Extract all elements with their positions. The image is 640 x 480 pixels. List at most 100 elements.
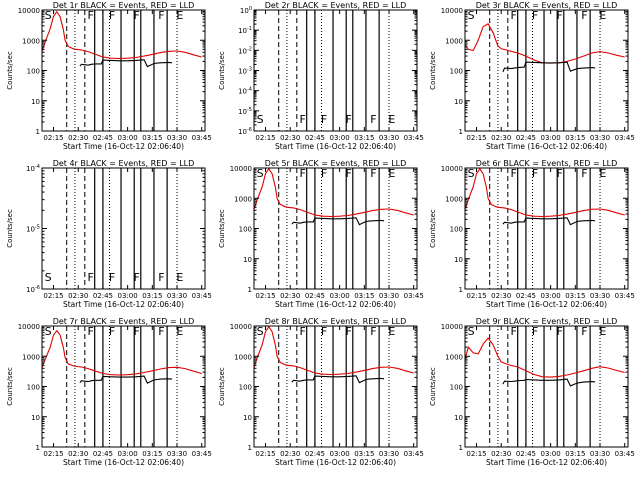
- y-tick-label: 10: [31, 98, 40, 106]
- x-axis-label: Start Time (16-Oct-12 02:06:40): [275, 142, 396, 151]
- events-series-line: [79, 375, 173, 384]
- event-lines: [489, 10, 601, 131]
- segment-marker-label: F: [557, 325, 563, 338]
- segment-marker-label: S: [257, 325, 264, 338]
- panel-6: S F F F F E02:15 02:30 02:45 03:00 03:15 03:30 03:4…: [429, 159, 635, 309]
- segment-marker-label: F: [109, 325, 115, 338]
- y-axis-label: Counts/sec: [429, 367, 437, 406]
- x-tick-label: 02:45: [305, 292, 325, 300]
- y-axis-label: Counts/sec: [218, 209, 226, 248]
- segment-marker-label: S: [45, 9, 52, 22]
- x-tick-label: 03:00: [541, 450, 561, 458]
- segment-marker-label: F: [346, 325, 352, 338]
- lld-series-line: [465, 168, 625, 218]
- x-tick-label: 03:30: [590, 292, 610, 300]
- x-tick-label: 03:30: [590, 134, 610, 142]
- x-tick-label: 02:30: [280, 292, 300, 300]
- panel-3: S F F F F E02:15 02:30 02:45 03:00 03:15 03:30 03:4…: [429, 1, 635, 151]
- y-tick-exponent: -5: [35, 225, 40, 231]
- segment-marker-label: F: [158, 271, 164, 284]
- x-tick-label: 03:15: [142, 292, 162, 300]
- segment-marker-label: F: [321, 325, 327, 338]
- panel-title: Det 6r BLACK = Events, RED = LLD: [476, 159, 618, 168]
- x-tick-label: 02:15: [43, 292, 63, 300]
- y-tick-label: 10: [454, 98, 463, 106]
- panel-2: S F F F F E02:15 02:30 02:45 03:00 03:15 03:30 03:4…: [218, 1, 424, 151]
- segment-marker-label: F: [370, 167, 376, 180]
- y-tick-label: 100: [27, 384, 40, 392]
- panel-4: S F F F F E02:15 02:30 02:45 03:00 03:15 03:30 03:4…: [6, 159, 212, 309]
- x-axis-label: Start Time (16-Oct-12 02:06:40): [63, 300, 184, 309]
- event-lines: [489, 168, 601, 289]
- x-axis-label: Start Time (16-Oct-12 02:06:40): [275, 458, 396, 467]
- segment-marker-label: F: [557, 9, 563, 22]
- y-tick-exponent: -4: [247, 87, 252, 93]
- events-series-line: [502, 61, 596, 73]
- y-tick-label: 10-6: [238, 127, 252, 136]
- lld-series-line: [465, 23, 625, 64]
- panel-title: Det 3r BLACK = Events, RED = LLD: [476, 1, 618, 10]
- y-tick-label: 100: [450, 226, 463, 234]
- x-axis-label: Start Time (16-Oct-12 02:06:40): [486, 458, 607, 467]
- x-tick-label: 03:15: [354, 450, 374, 458]
- segment-marker-label: S: [45, 271, 52, 284]
- y-tick-exponent: -2: [247, 46, 252, 52]
- y-tick-label: 10-5: [26, 225, 40, 234]
- y-tick-label: 10-6: [26, 285, 40, 294]
- segment-marker-label: F: [581, 9, 587, 22]
- y-tick-label: 100: [239, 384, 252, 392]
- x-tick-label: 03:00: [541, 292, 561, 300]
- y-tick-label: 10000: [18, 323, 40, 331]
- segment-marker-label: F: [299, 113, 305, 126]
- event-lines: [278, 168, 390, 289]
- y-tick-label: 1000: [234, 353, 252, 361]
- x-tick-label: 02:15: [255, 292, 275, 300]
- y-tick-label: 10: [454, 414, 463, 422]
- y-tick-label: 10000: [441, 323, 463, 331]
- y-tick-label: 1000: [445, 353, 463, 361]
- y-tick-label: 100: [239, 226, 252, 234]
- segment-marker-label: E: [599, 9, 606, 22]
- x-tick-label: 03:45: [404, 450, 424, 458]
- segment-marker-label: E: [388, 167, 395, 180]
- y-axis-label: Counts/sec: [6, 209, 14, 248]
- x-tick-label: 03:15: [565, 134, 585, 142]
- events-series-line: [291, 217, 385, 226]
- y-tick-label: 100: [450, 68, 463, 76]
- segment-marker-label: F: [87, 271, 93, 284]
- y-tick-label: 1000: [22, 353, 40, 361]
- segment-marker-label: F: [581, 325, 587, 338]
- x-tick-label: 03:45: [615, 134, 635, 142]
- y-tick-label: 10-1: [238, 26, 252, 35]
- segment-marker-label: F: [370, 113, 376, 126]
- x-tick-label: 02:45: [305, 134, 325, 142]
- segment-marker-label: F: [510, 325, 516, 338]
- segment-marker-label: F: [532, 167, 538, 180]
- y-tick-label: 1: [36, 128, 40, 136]
- lld-series-line: [254, 168, 414, 218]
- segment-marker-label: S: [468, 167, 475, 180]
- events-series-line: [502, 378, 596, 387]
- segment-marker-label: F: [299, 325, 305, 338]
- y-axis-label: Counts/sec: [429, 209, 437, 248]
- x-tick-label: 02:45: [516, 450, 536, 458]
- x-tick-label: 03:00: [118, 134, 138, 142]
- segment-marker-label: F: [510, 167, 516, 180]
- x-tick-label: 03:30: [379, 450, 399, 458]
- x-tick-label: 02:15: [466, 134, 486, 142]
- y-tick-label: 10000: [230, 323, 252, 331]
- y-tick-label: 1000: [234, 195, 252, 203]
- y-tick-label: 10: [454, 256, 463, 264]
- y-tick-exponent: -5: [247, 107, 252, 113]
- y-tick-exponent: 0: [249, 6, 252, 12]
- segment-marker-label: F: [134, 271, 140, 284]
- lld-series-line: [42, 329, 202, 376]
- x-tick-label: 03:30: [379, 134, 399, 142]
- x-axis-label: Start Time (16-Oct-12 02:06:40): [275, 300, 396, 309]
- y-tick-label: 100: [240, 6, 252, 15]
- panel-7: S F F F F E02:15 02:30 02:45 03:00 03:15 03:30 03:4…: [6, 317, 212, 467]
- x-tick-label: 03:30: [167, 292, 187, 300]
- event-lines: [66, 10, 178, 131]
- x-tick-label: 02:30: [280, 134, 300, 142]
